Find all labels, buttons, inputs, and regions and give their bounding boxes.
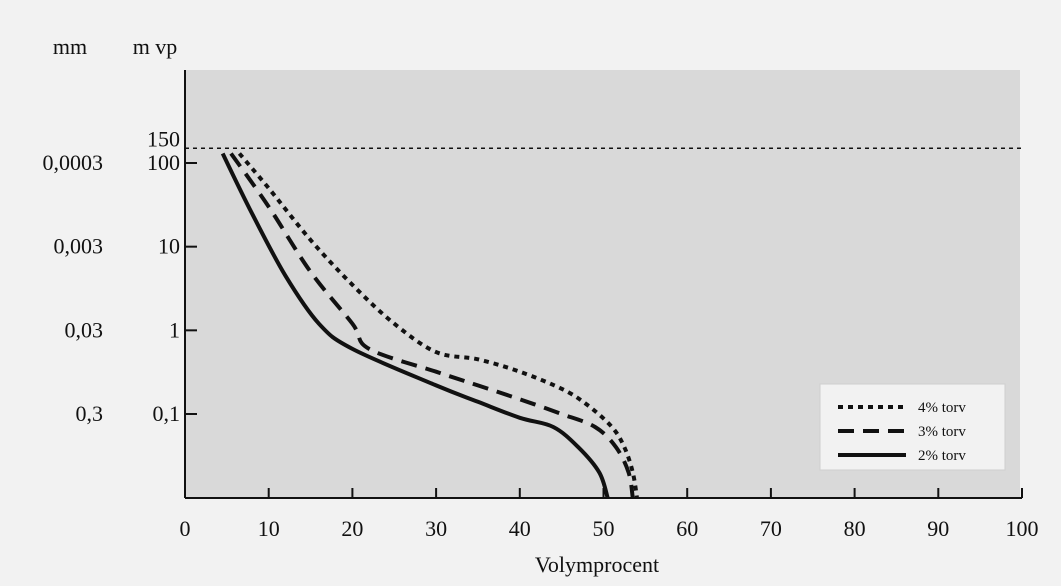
x-tick-label-80: 80 bbox=[844, 516, 866, 541]
legend-label-0: 4% torv bbox=[918, 400, 966, 416]
secondary-y-unit-label: mm bbox=[53, 34, 87, 59]
series-layer bbox=[220, 152, 639, 499]
x-tick-label-70: 70 bbox=[760, 516, 782, 541]
series-line-2-torv bbox=[220, 152, 610, 499]
secondary-y-tick-label-3: 0,0003 bbox=[43, 150, 104, 175]
y-unit-label: m vp bbox=[133, 34, 178, 59]
x-tick-label-10: 10 bbox=[258, 516, 280, 541]
legend-label-1: 3% torv bbox=[918, 424, 966, 440]
y-tick-label-1: 1 bbox=[169, 317, 180, 342]
series-line-3-torv bbox=[229, 152, 635, 499]
secondary-y-tick-label-2: 0,003 bbox=[54, 234, 104, 259]
x-ticks-layer: 0 10 20 30 40 50 60 70 80 90 100 bbox=[180, 488, 1039, 541]
x-axis-label: Volymprocent bbox=[535, 552, 659, 577]
x-tick-label-90: 90 bbox=[927, 516, 949, 541]
legend: 4% torv 3% torv 2% torv bbox=[819, 383, 1006, 471]
y-tick-label-3: 100 bbox=[147, 150, 180, 175]
x-tick-label-40: 40 bbox=[509, 516, 531, 541]
legend-items: 4% torv 3% torv 2% torv bbox=[838, 400, 966, 464]
y-tick-label-4: 150 bbox=[147, 126, 180, 151]
x-tick-label-50: 50 bbox=[593, 516, 615, 541]
x-tick-label-30: 30 bbox=[425, 516, 447, 541]
x-tick-label-100: 100 bbox=[1006, 516, 1039, 541]
secondary-y-tick-label-0: 0,3 bbox=[76, 401, 104, 426]
legend-label-2: 2% torv bbox=[918, 448, 966, 464]
series-line-4-torv bbox=[237, 152, 639, 499]
x-tick-label-0: 0 bbox=[180, 516, 191, 541]
legend-box bbox=[819, 383, 1006, 471]
secondary-y-tick-label-1: 0,03 bbox=[65, 317, 104, 342]
x-tick-label-60: 60 bbox=[676, 516, 698, 541]
y-tick-label-2: 10 bbox=[158, 234, 180, 259]
y-tick-label-0: 0,1 bbox=[153, 401, 181, 426]
x-tick-label-20: 20 bbox=[341, 516, 363, 541]
